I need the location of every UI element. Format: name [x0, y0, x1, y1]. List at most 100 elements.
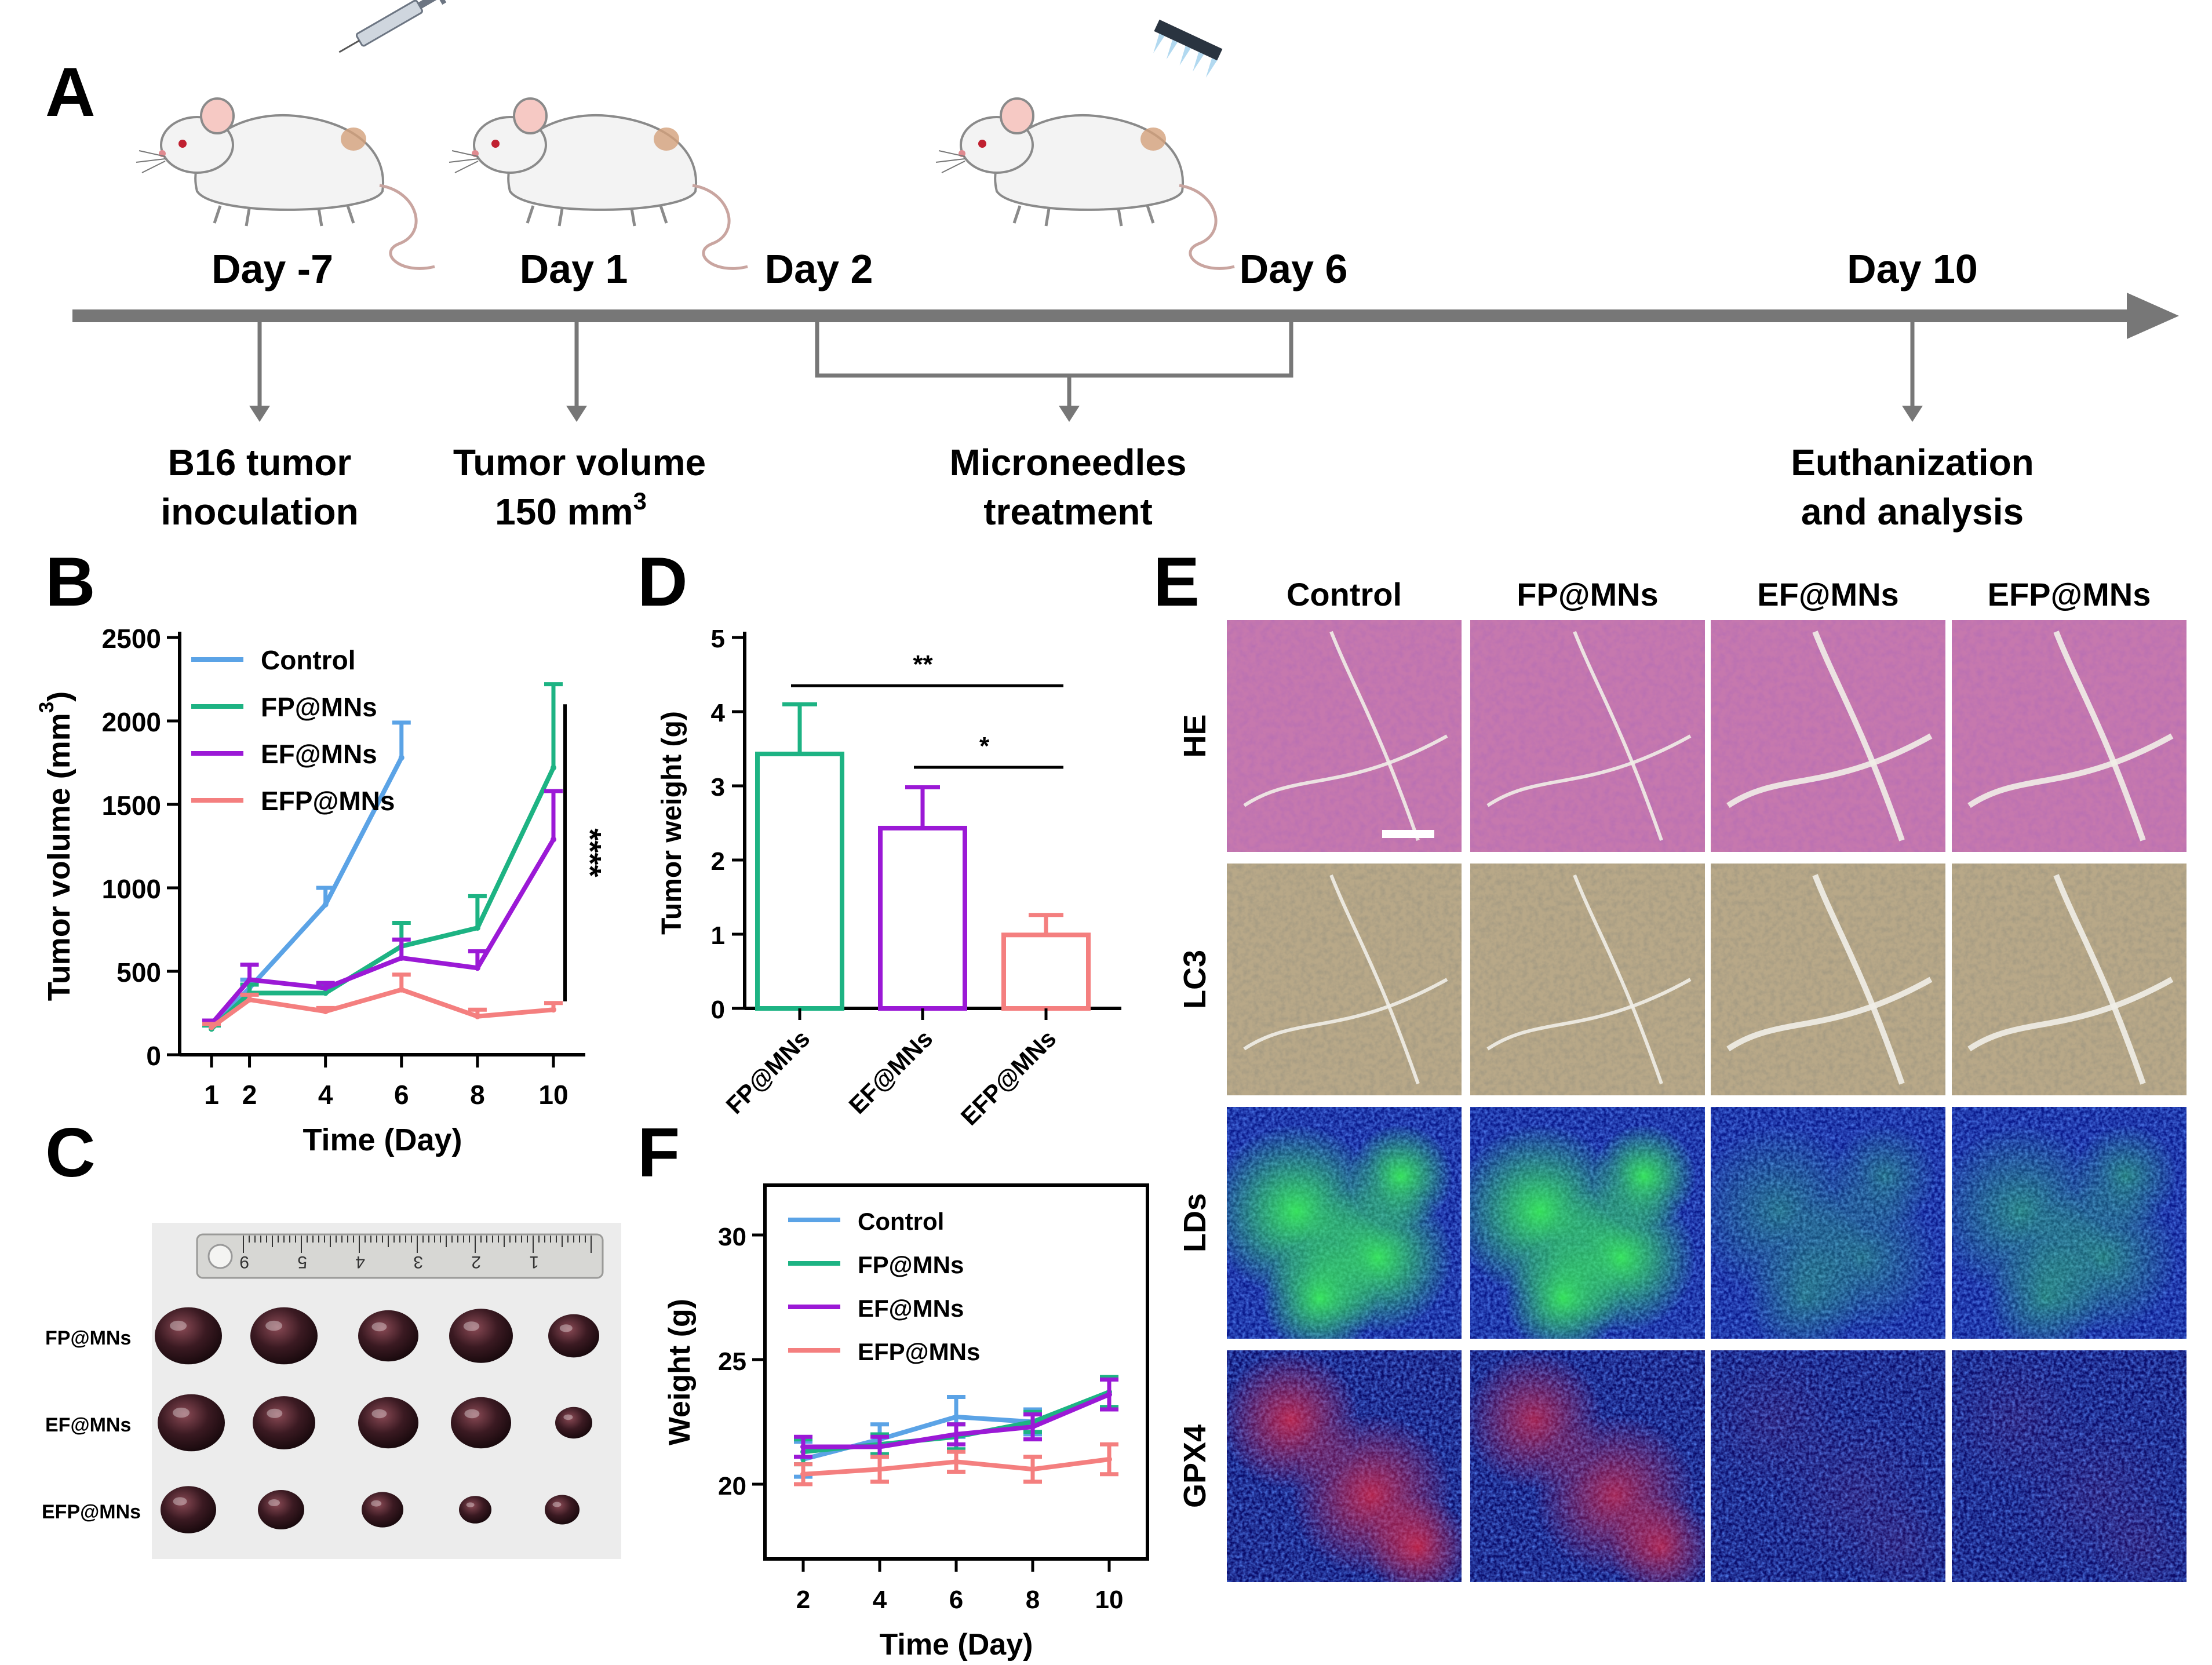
- x-axis-title: Time (Day): [880, 1628, 1033, 1662]
- data-point: [877, 1466, 883, 1473]
- tumor-highlight: [268, 1499, 280, 1506]
- data-point: [1030, 1424, 1036, 1430]
- data-point: [474, 965, 480, 971]
- ruler-image: 9 5 4 3 2 1: [196, 1233, 604, 1279]
- timeline-arrow-tips: [249, 406, 1923, 422]
- lipid-droplet-signal: [1262, 1240, 1378, 1339]
- data-point: [551, 764, 556, 771]
- y-tick-label: 25: [718, 1347, 746, 1376]
- mouse-legs: [1012, 205, 1155, 227]
- mouse-illustrations: [136, 0, 1235, 270]
- x-tick-label: 4: [318, 1080, 333, 1110]
- microneedle: [1205, 58, 1218, 78]
- tissue-crack: [1812, 874, 1905, 1085]
- tumor-highlight: [559, 1324, 573, 1332]
- tumor-highlight: [371, 1500, 382, 1507]
- data-point: [1106, 1391, 1112, 1398]
- row-header: LC3: [1178, 950, 1212, 1009]
- micrograph-tile: [1470, 864, 1705, 1095]
- micrograph-tile: [1711, 864, 1945, 1095]
- tumor-specimen: [555, 1407, 592, 1439]
- micrograph-image: [1952, 1350, 2187, 1582]
- x-axis-title: Time (Day): [303, 1123, 462, 1157]
- micrograph-image: [1711, 864, 1945, 1095]
- mouse-icon: [449, 97, 748, 270]
- y-axis-title-sup: 3: [35, 702, 58, 713]
- syringe-barrel: [355, 0, 423, 47]
- y-tick-label: 3: [711, 773, 725, 801]
- tumor-specimen: [161, 1486, 216, 1533]
- tumor-photo-panel: C 9 5 4 3 2 1 FP@MNs EF@MNs EFP@MNs: [42, 1114, 621, 1559]
- day-label: Day 6: [1240, 246, 1348, 292]
- y-axis-title-text: Tumor volume (mm: [42, 713, 76, 1001]
- y-tick-label: 2500: [102, 624, 161, 654]
- event-line: inoculation: [161, 491, 358, 533]
- tumor-specimen: [449, 1309, 513, 1363]
- micrograph-image: [1470, 864, 1705, 1095]
- data-point: [246, 996, 253, 1003]
- tumor-specimen: [451, 1397, 511, 1449]
- tile-texture: [1470, 864, 1705, 1095]
- micrograph-image: [1711, 1107, 1945, 1339]
- mouse-eye: [491, 140, 500, 148]
- micrograph-image: [1711, 1350, 1945, 1582]
- tumor-highlight: [173, 1407, 190, 1418]
- micrograph-tile: [1952, 1107, 2187, 1339]
- lipid-droplet-signal: [1505, 1240, 1621, 1339]
- data-point: [953, 1431, 959, 1437]
- micrograph-tile: [1952, 1350, 2187, 1582]
- micrograph-tile: [1952, 620, 2187, 852]
- data-point: [398, 986, 404, 993]
- y-axis-title-close: ): [42, 691, 76, 702]
- timeline-panel: A Day -7 Day 1 Day 2 Day 6 Day 10 B16 tu…: [45, 0, 2179, 533]
- data-point: [246, 977, 253, 983]
- significance-label: *: [979, 732, 990, 760]
- row-header: GPX4: [1178, 1424, 1212, 1508]
- row-header: HE: [1178, 714, 1212, 757]
- tissue-crack: [2053, 631, 2146, 841]
- mouse-icon: [935, 19, 1235, 270]
- gpx4-signal: [2091, 1495, 2187, 1582]
- panel-label-b: B: [45, 543, 96, 621]
- tissue-crack: [1812, 631, 1905, 841]
- event-line: Tumor volume: [453, 442, 706, 483]
- x-tick-label: 10: [538, 1080, 568, 1110]
- tumor-highlight: [170, 1320, 187, 1331]
- tumor-highlight: [464, 1409, 480, 1419]
- lipid-droplet-signal: [1987, 1240, 2102, 1339]
- tile-texture: [1227, 864, 1462, 1095]
- tumor-highlight: [371, 1322, 387, 1332]
- ruler-number: 3: [413, 1252, 423, 1271]
- x-tick-label: 1: [204, 1080, 219, 1110]
- micrograph-tile: [1227, 1350, 1462, 1582]
- column-header: FP@MNs: [1517, 576, 1658, 613]
- tumor-spot: [1140, 127, 1166, 151]
- column-header: EF@MNs: [1757, 576, 1898, 613]
- scale-bar: [1382, 830, 1434, 838]
- mouse-eye: [978, 140, 986, 148]
- tumor-specimen: [155, 1307, 222, 1365]
- tumor-row-label: EFP@MNs: [42, 1501, 141, 1523]
- series-line: [210, 766, 556, 1031]
- micrograph-image: [1227, 1107, 1462, 1339]
- micrograph-image: [1952, 620, 2187, 852]
- tissue-crack: [2053, 874, 2146, 1085]
- ruler-number: 9: [239, 1252, 249, 1271]
- tumor-row-label: FP@MNs: [45, 1327, 131, 1349]
- data-point: [209, 1024, 214, 1030]
- microneedle: [1193, 52, 1204, 72]
- tissue-crack: [1573, 874, 1663, 1084]
- panel-label-d: D: [637, 543, 688, 621]
- day-label: Day 2: [765, 246, 873, 292]
- tumor-spot: [654, 127, 679, 151]
- y-tick-label: 4: [711, 699, 726, 727]
- histology-grid: Control FP@MNs EF@MNs EFP@MNs HE LC3 LDs GPX4: [1178, 576, 2187, 1582]
- series-line: [210, 987, 554, 1029]
- tumor-specimen: [158, 1394, 225, 1452]
- tissue-crack: [1243, 978, 1448, 1051]
- y-tick-label: 0: [711, 996, 725, 1024]
- x-tick-label: 8: [470, 1080, 485, 1110]
- micrograph-tile: [1227, 1107, 1462, 1339]
- tumor-specimen: [358, 1310, 418, 1362]
